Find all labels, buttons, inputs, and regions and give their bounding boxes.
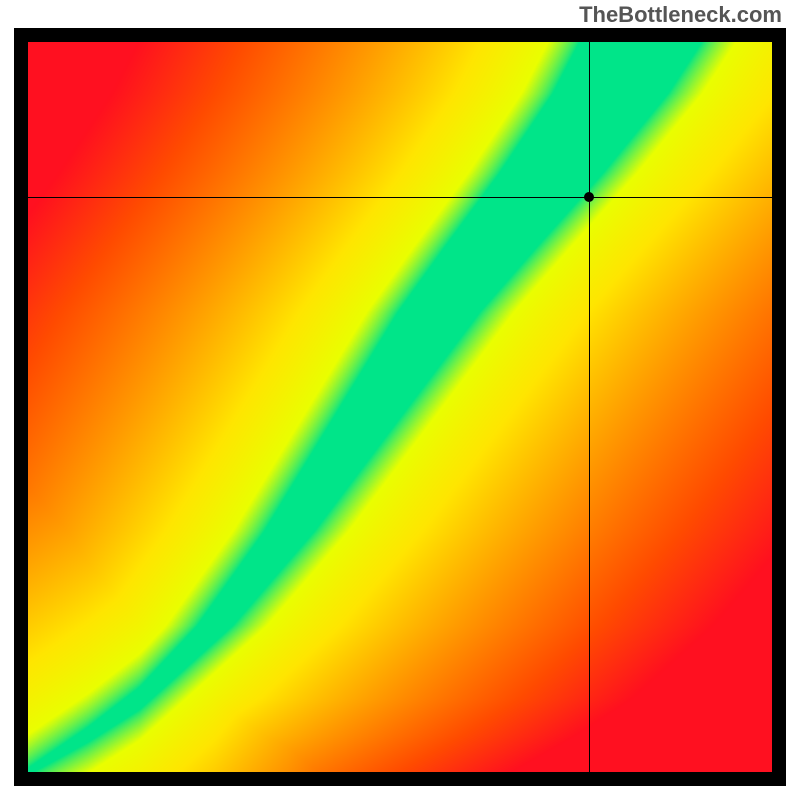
crosshair-vertical xyxy=(589,42,590,772)
heatmap-frame xyxy=(14,28,786,786)
heatmap-canvas xyxy=(28,42,772,772)
heatmap-inner xyxy=(28,42,772,772)
crosshair-marker[interactable] xyxy=(584,192,594,202)
crosshair-horizontal xyxy=(28,197,772,198)
watermark-text: TheBottleneck.com xyxy=(579,2,782,28)
